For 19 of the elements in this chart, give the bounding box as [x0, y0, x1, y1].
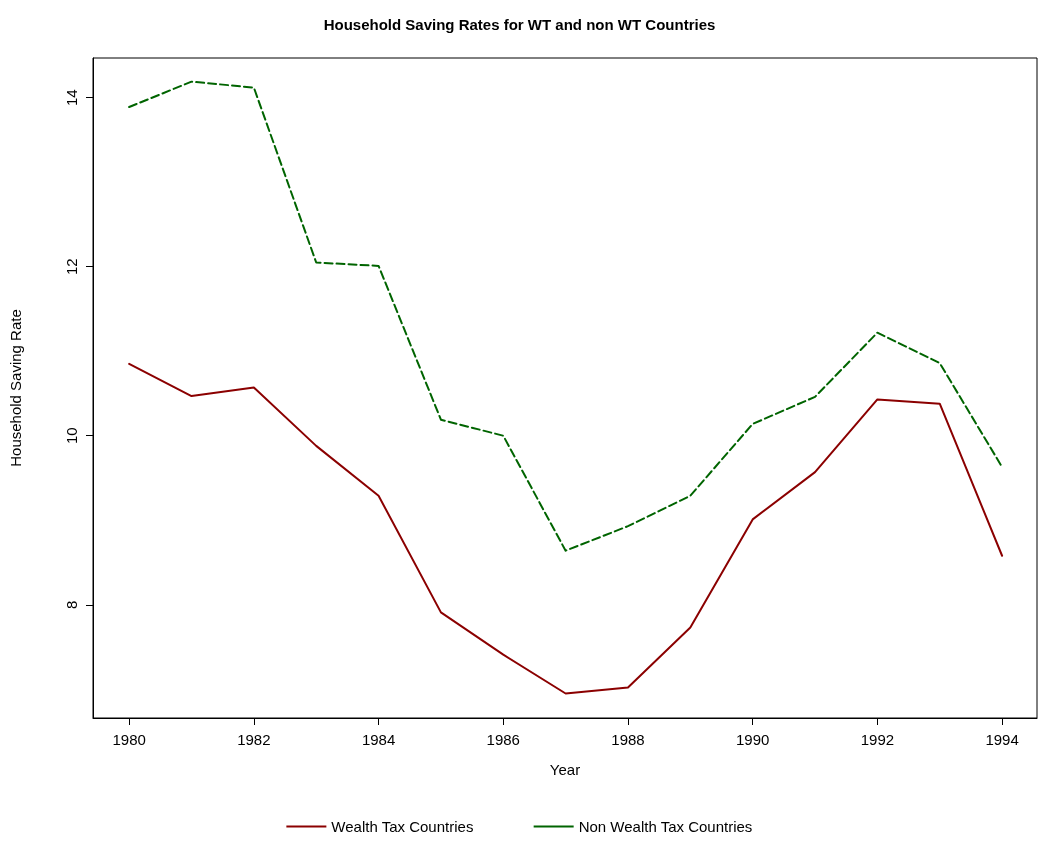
y-axis-title: Household Saving Rate: [7, 309, 24, 467]
line-series: [128, 362, 1004, 695]
y-tick-label: 12: [63, 258, 80, 276]
x-tick-label: 1986: [486, 731, 520, 748]
x-tick-label: 1984: [361, 731, 396, 748]
y-tick-label: 8: [63, 600, 80, 609]
x-axis-title: Year: [549, 761, 581, 778]
x-tick-label: 1988: [611, 731, 645, 748]
y-tick-label: 10: [63, 427, 80, 445]
x-tick-label: 1994: [985, 731, 1019, 748]
x-tick-label: 1992: [860, 731, 895, 748]
line-series: [128, 80, 1004, 552]
chart-title: Household Saving Rates for WT and non WT Countries: [323, 16, 716, 33]
x-tick-label: 1982: [237, 731, 271, 748]
x-tick-label: 1980: [112, 731, 146, 748]
y-tick-label: 14: [63, 89, 80, 107]
legend-label: Wealth Tax Countries: [331, 818, 474, 835]
x-tick-label: 1990: [735, 731, 770, 748]
legend-label: Non Wealth Tax Countries: [578, 818, 753, 835]
